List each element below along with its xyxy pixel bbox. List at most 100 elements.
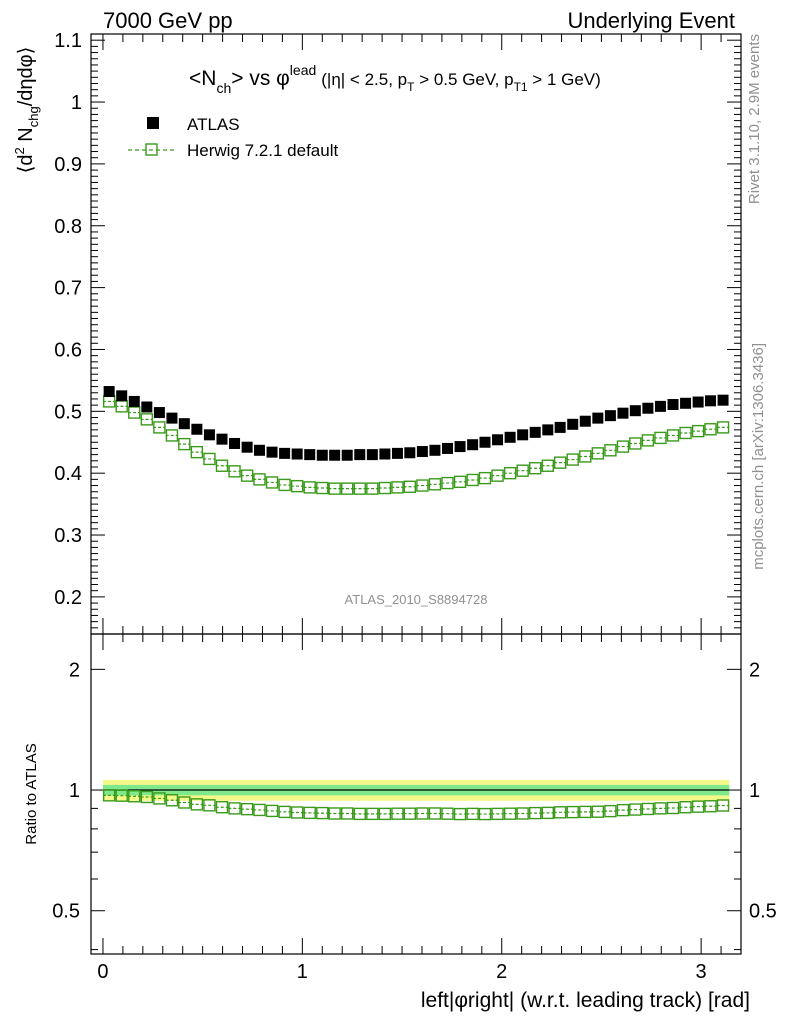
ratio-point <box>341 807 354 820</box>
ratio-axis-ticks: 0 1 2 3 0.5 0.5 1 1 2 2 <box>52 634 777 983</box>
ratio-point <box>278 805 291 819</box>
legend: ATLAS Herwig 7.2.1 default <box>128 115 338 160</box>
ratio-point <box>491 807 504 821</box>
header-left: 7000 GeV pp <box>103 8 233 33</box>
ratio-point <box>629 803 642 816</box>
atlas-point <box>279 447 291 459</box>
herwig-point <box>629 437 642 450</box>
ratio-point <box>466 807 479 821</box>
atlas-point <box>416 446 428 458</box>
main-y-axis-label: ⟨d2 Nchg/dηdφ⟩ <box>12 47 41 174</box>
ratio-point <box>290 806 304 819</box>
herwig-point <box>691 424 705 438</box>
atlas-point <box>103 386 115 398</box>
atlas-point <box>354 449 366 461</box>
herwig-point <box>641 434 655 447</box>
atlas-point <box>667 399 679 411</box>
atlas-point <box>341 449 353 461</box>
ratio-point <box>203 799 216 812</box>
atlas-point <box>266 446 278 458</box>
atlas-point <box>517 429 529 441</box>
main-y-tick-label: 0.7 <box>54 278 82 300</box>
ratio-point <box>178 796 191 809</box>
legend-label-herwig: Herwig 7.2.1 default <box>187 141 338 160</box>
herwig-point <box>654 431 667 445</box>
atlas-point <box>379 448 391 460</box>
x-axis-label: left|φright| (w.r.t. leading track) [rad… <box>421 989 750 1012</box>
x-tick-label: 0 <box>97 961 108 983</box>
ratio-point <box>591 805 605 818</box>
atlas-point <box>492 434 504 446</box>
ratio-point <box>190 798 204 811</box>
ratio-point <box>704 800 717 813</box>
herwig-point <box>503 466 517 480</box>
herwig-point <box>441 476 454 490</box>
herwig-point <box>265 476 279 489</box>
plot-title: <Nch> vs φlead (|η| < 2.5, pT > 0.5 GeV, … <box>189 62 601 96</box>
herwig-point <box>215 459 229 472</box>
ratio-point <box>303 806 316 820</box>
atlas-point <box>579 415 591 427</box>
herwig-point <box>153 421 166 434</box>
ratio-point <box>316 806 329 820</box>
ratio-point <box>128 790 141 803</box>
herwig-point <box>579 450 592 463</box>
ratio-point <box>604 804 617 818</box>
ratio-point <box>115 789 128 802</box>
ratio-point <box>403 807 417 820</box>
herwig-point <box>303 481 316 494</box>
herwig-point <box>178 437 191 451</box>
herwig-point <box>428 478 442 491</box>
atlas-point <box>391 447 403 459</box>
ratio-point <box>641 802 655 816</box>
ratio-point <box>666 801 680 815</box>
atlas-point <box>704 395 716 407</box>
atlas-point <box>454 441 466 453</box>
herwig-point <box>604 444 617 457</box>
herwig-point <box>190 445 204 459</box>
herwig-point <box>453 475 467 489</box>
atlas-point <box>504 431 516 443</box>
ratio-y-tick-label-right: 0.5 <box>749 901 777 923</box>
herwig-point <box>666 429 680 442</box>
ratio-series-group <box>102 789 730 821</box>
main-y-tick-label: 1.1 <box>54 30 82 52</box>
atlas-point <box>629 405 641 417</box>
ratio-point <box>541 806 554 820</box>
atlas-point <box>479 436 491 448</box>
atlas-point <box>404 447 416 459</box>
herwig-point <box>591 447 605 460</box>
ratio-y-tick-label: 2 <box>69 659 80 681</box>
atlas-point <box>680 397 692 409</box>
main-y-tick-label: 0.2 <box>54 587 82 609</box>
herwig-point <box>391 481 404 494</box>
herwig-point <box>516 464 529 477</box>
herwig-point <box>478 471 492 485</box>
atlas-point <box>442 442 454 454</box>
atlas-point <box>467 439 479 451</box>
atlas-point <box>116 390 128 402</box>
atlas-point <box>592 412 604 424</box>
atlas-point <box>717 394 729 406</box>
ratio-point <box>503 807 517 820</box>
ratio-point <box>378 807 392 821</box>
ratio-point <box>328 807 341 820</box>
ratio-point <box>240 802 254 816</box>
ratio-point <box>579 805 592 819</box>
main-y-tick-label: 0.5 <box>54 401 82 423</box>
ratio-point <box>416 807 429 820</box>
atlas-point <box>166 412 178 424</box>
herwig-point <box>466 473 479 487</box>
ratio-y-tick-label-right: 1 <box>749 780 760 802</box>
herwig-point <box>553 456 567 469</box>
ratio-point <box>366 807 379 821</box>
herwig-point <box>403 480 417 493</box>
ratio-y-tick-label: 1 <box>69 780 80 802</box>
main-y-tick-label: 0.6 <box>54 339 82 361</box>
herwig-point <box>716 421 730 434</box>
ratio-point <box>441 807 454 820</box>
herwig-point <box>228 465 241 478</box>
ratio-point <box>102 789 116 802</box>
atlas-point <box>366 449 378 461</box>
